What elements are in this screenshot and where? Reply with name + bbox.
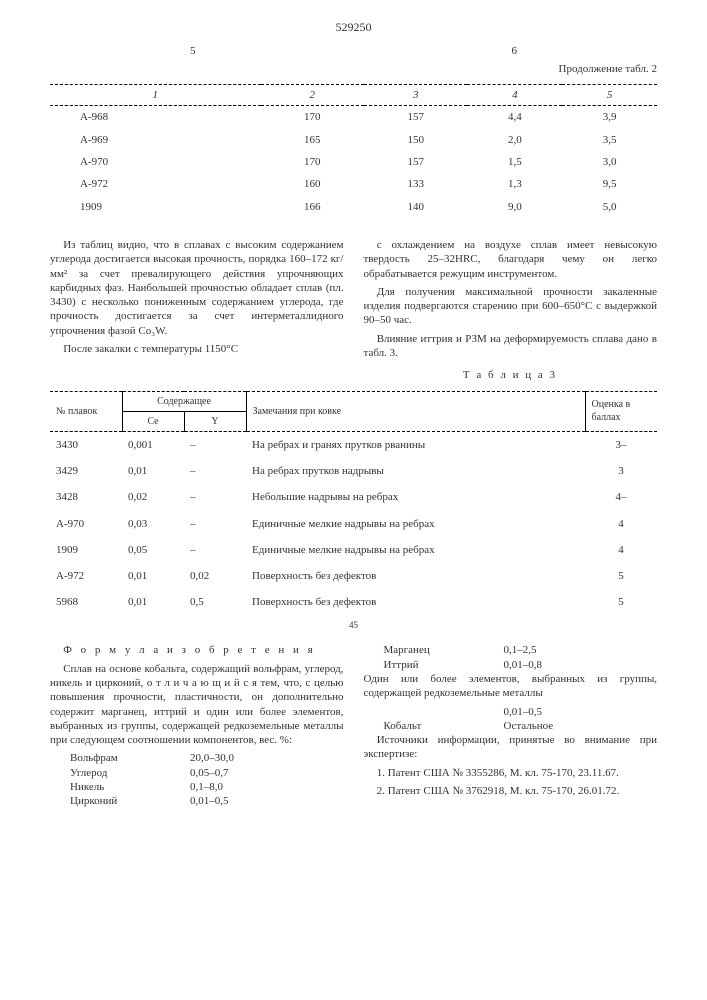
table2-h1: 1 <box>50 85 261 106</box>
page-markers: 5 6 <box>50 44 657 58</box>
table3-label: Т а б л и ц а 3 <box>50 368 657 382</box>
formula-text: Сплав на основе кобальта, содержащий вол… <box>50 662 344 748</box>
comp-tungsten: Вольфрам20,0–30,0 <box>50 751 344 765</box>
table2-h4: 4 <box>467 85 562 106</box>
comp-rare-earth: 0,01–0,5 <box>364 705 658 719</box>
table-row: А-9721601331,39,5 <box>50 173 657 195</box>
comp-zirconium: Цирконий0,01–0,5 <box>50 794 344 808</box>
table-row: 59680,010,5Поверхность без дефектов5 <box>50 589 657 615</box>
comp-yttrium: Иттрий0,01–0,8 <box>364 658 658 672</box>
comp-cobalt: КобальтОстальное <box>364 719 658 733</box>
document-number: 529250 <box>50 20 657 36</box>
table3-header-row: № плавок Содержащее Замечания при ковке … <box>50 391 657 411</box>
rare-earth-line: Один или более элементов, выбранных из г… <box>364 672 658 701</box>
table3-sub-ce: Ce <box>122 411 184 431</box>
paragraph-2: После закалки с температуры 1150°С <box>50 342 344 356</box>
table3-h-plavok: № плавок <box>50 391 122 431</box>
page-right: 6 <box>512 44 518 58</box>
table2-h5: 5 <box>562 85 657 106</box>
table-row: А-9691651502,03,5 <box>50 129 657 151</box>
table3-sub-y: Y <box>184 411 246 431</box>
formula-section: Ф о р м у л а и з о б р е т е н и я Спла… <box>50 643 657 808</box>
page-left: 5 <box>190 44 196 58</box>
body-text: Из таблиц видно, что в сплавах с высоким… <box>50 238 657 362</box>
paragraph-1: Из таблиц видно, что в сплавах с высоким… <box>50 238 344 338</box>
comp-nickel: Никель0,1–8,0 <box>50 780 344 794</box>
table-continuation: Продолжение табл. 2 <box>50 62 657 76</box>
paragraph-4: Для получения максимальной прочности зак… <box>364 285 658 328</box>
table-row: 34290,01–На ребрах прутков надрывы3 <box>50 458 657 484</box>
table-row: А-9681701574,43,9 <box>50 106 657 129</box>
comp-carbon: Углерод0,05–0,7 <box>50 766 344 780</box>
table-2: 1 2 3 4 5 А-9681701574,43,9А-9691651502,… <box>50 84 657 218</box>
table-3: № плавок Содержащее Замечания при ковке … <box>50 391 657 616</box>
formula-title: Ф о р м у л а и з о б р е т е н и я <box>50 643 344 657</box>
table-row: 19090,05–Единичные мелкие надрывы на реб… <box>50 537 657 563</box>
table3-h-score: Оценка в баллах <box>585 391 657 431</box>
table-row: А-9720,010,02Поверхность без дефектов5 <box>50 563 657 589</box>
table3-h-content: Содержащее <box>122 391 246 411</box>
table2-h3: 3 <box>364 85 467 106</box>
line-marker-45: 45 <box>50 620 657 632</box>
table2-header-row: 1 2 3 4 5 <box>50 85 657 106</box>
table-row: 34300,001–На ребрах и гранях прутков рва… <box>50 431 657 458</box>
paragraph-5: Влияние иттрия и РЗМ на деформируемость … <box>364 332 658 361</box>
paragraph-3: с охлаждением на воздухе сплав имеет нев… <box>364 238 658 281</box>
table-row: А-9701701571,53,0 <box>50 151 657 173</box>
table-row: А-9700,03–Единичные мелкие надрывы на ре… <box>50 511 657 537</box>
sources-title: Источники информации, принятые во вниман… <box>364 733 658 762</box>
comp-manganese: Марганец0,1–2,5 <box>364 643 658 657</box>
table-row: 34280,02–Небольшие надрывы на ребрах4– <box>50 484 657 510</box>
table2-h2: 2 <box>261 85 364 106</box>
source-1: 1. Патент США № 3355286, М. кл. 75-170, … <box>364 766 658 780</box>
source-2: 2. Патент США № 3762918, М. кл. 75-170, … <box>364 784 658 798</box>
table3-h-remarks: Замечания при ковке <box>246 391 585 431</box>
table-row: 19091661409,05,0 <box>50 196 657 218</box>
